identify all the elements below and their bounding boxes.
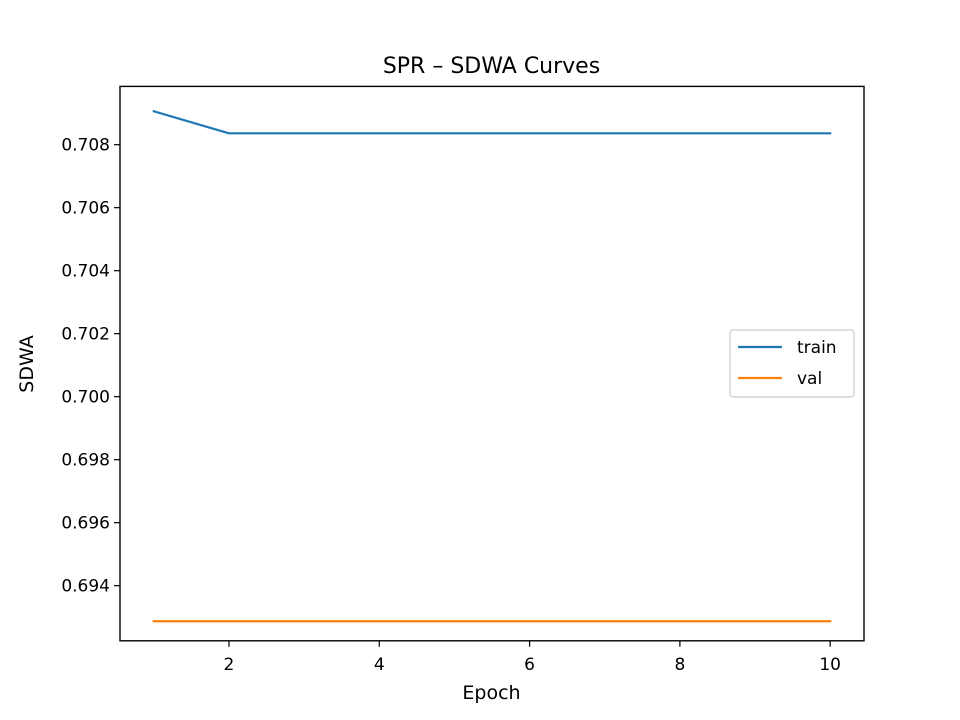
y-tick-label: 0.694 (61, 577, 110, 597)
legend-label-val: val (797, 369, 822, 389)
y-tick-label: 0.704 (61, 262, 110, 282)
legend: train val (729, 329, 855, 398)
chart-title: SPR – SDWA Curves (383, 54, 600, 79)
y-tick-label: 0.702 (61, 325, 110, 345)
y-axis: 0.694 0.696 0.698 0.700 0.702 0.704 0.706 0.708 (61, 136, 120, 597)
x-tick-label: 8 (674, 655, 685, 675)
y-tick-label: 0.706 (61, 199, 110, 219)
y-axis-label: SDWA (16, 335, 38, 392)
y-tick-label: 0.700 (61, 388, 110, 408)
y-tick-label: 0.696 (61, 514, 110, 534)
x-axis-label: Epoch (462, 682, 520, 704)
y-tick-label: 0.708 (61, 136, 110, 156)
series-line-train (152, 109, 832, 135)
x-tick-label: 2 (224, 655, 235, 675)
legend-label-train: train (797, 338, 837, 358)
y-tick-label: 0.698 (61, 451, 110, 471)
plot-area (152, 109, 832, 623)
axes-frame (119, 85, 865, 642)
x-tick-label: 4 (374, 655, 385, 675)
x-tick-label: 10 (819, 655, 841, 675)
x-axis: 2 4 6 8 10 (224, 640, 841, 675)
x-tick-label: 6 (524, 655, 535, 675)
